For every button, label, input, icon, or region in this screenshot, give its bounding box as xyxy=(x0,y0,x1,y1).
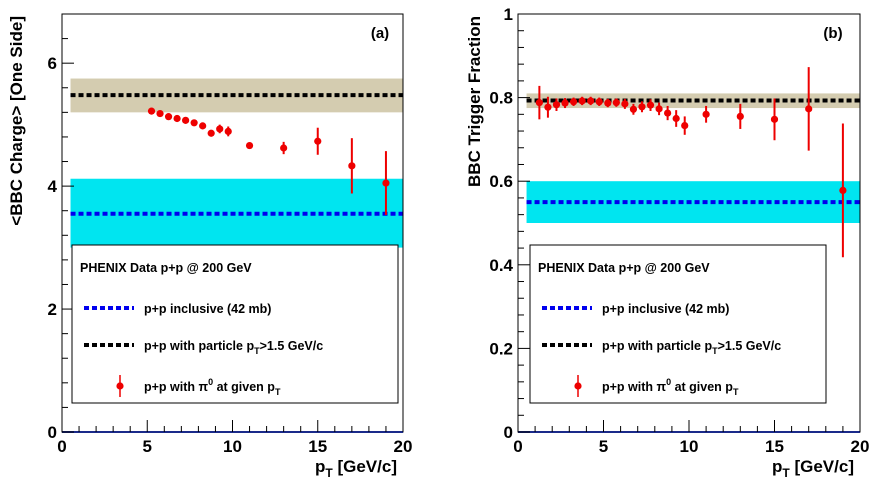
data-point xyxy=(164,113,173,121)
y-tick-label: 0 xyxy=(504,423,513,442)
data-point xyxy=(147,107,156,115)
y-tick-label: 4 xyxy=(48,177,58,196)
band-0 xyxy=(526,181,860,223)
legend-title: PHENIX Data p+p @ 200 GeV xyxy=(80,261,252,275)
y-tick-label: 0.6 xyxy=(489,172,513,191)
x-tick-label: 20 xyxy=(851,437,869,456)
x-axis-title: pT [GeV/c] xyxy=(772,457,854,480)
data-point xyxy=(561,99,569,107)
x-tick-label: 0 xyxy=(57,437,66,456)
data-point xyxy=(702,110,710,118)
legend-title: PHENIX Data p+p @ 200 GeV xyxy=(538,261,710,275)
panel-label: (a) xyxy=(371,25,389,42)
data-point xyxy=(535,99,543,107)
data-point xyxy=(224,127,232,136)
data-point xyxy=(314,137,322,145)
data-point xyxy=(245,141,254,150)
y-axis-title: BBC Trigger Fraction xyxy=(465,16,484,187)
data-point xyxy=(839,186,847,194)
data-point xyxy=(621,100,629,108)
y-tick-label: 0.2 xyxy=(489,339,513,358)
y-tick-label: 2 xyxy=(48,300,57,319)
y-tick-label: 0.4 xyxy=(489,256,513,275)
data-point xyxy=(544,103,552,111)
legend-box xyxy=(71,244,399,404)
data-point xyxy=(604,99,612,107)
y-tick-label: 1 xyxy=(504,5,513,24)
data-point xyxy=(664,109,672,117)
data-point xyxy=(207,129,215,137)
data-point xyxy=(638,103,646,111)
x-tick-label: 10 xyxy=(223,437,242,456)
y-axis-title: <BBC Charge> [One Side] xyxy=(7,16,26,226)
data-point xyxy=(348,162,356,170)
panel-a: 0 5 10 15 20 0 2 4 6 pT [GeV/c] <BBC Charge> [One … xyxy=(7,13,413,480)
x-axis-title: pT [GeV/c] xyxy=(315,457,397,480)
x-tick-label: 20 xyxy=(394,437,413,456)
legend-entry-text: p+p with π0 at given pT xyxy=(602,377,739,397)
data-point xyxy=(587,97,595,105)
data-point xyxy=(672,114,680,123)
legend-box xyxy=(529,244,827,404)
band-1 xyxy=(70,78,404,113)
data-point xyxy=(182,116,190,124)
data-point xyxy=(595,98,603,106)
x-tick-label: 0 xyxy=(513,437,522,456)
data-point xyxy=(655,105,663,113)
data-point xyxy=(190,119,198,127)
data-point xyxy=(612,99,620,107)
data-point xyxy=(770,115,779,123)
y-tick-label: 0 xyxy=(48,423,57,442)
panel-b: 0 5 10 15 20 0 0.2 0.4 0.6 0.8 1 pT [GeV/c] BBC Trig… xyxy=(465,5,869,480)
data-point xyxy=(216,125,224,133)
x-tick-label: 5 xyxy=(599,437,608,456)
x-tick-label: 15 xyxy=(308,437,327,456)
x-tick-label: 15 xyxy=(765,437,784,456)
band-0 xyxy=(70,178,404,248)
data-point xyxy=(382,179,390,187)
y-tick-label: 0.8 xyxy=(489,89,513,108)
legend-entry-text: p+p with π0 at given pT xyxy=(144,377,281,397)
panel-label: (b) xyxy=(823,25,842,42)
data-point xyxy=(173,114,181,123)
legend-entry-text: p+p inclusive (42 mb) xyxy=(144,302,271,316)
data-point xyxy=(552,101,561,109)
legend-symbol-marker xyxy=(116,382,124,390)
data-point xyxy=(681,122,689,130)
y-tick-label: 6 xyxy=(48,54,57,73)
data-point xyxy=(578,97,586,105)
x-tick-label: 10 xyxy=(680,437,699,456)
data-point xyxy=(646,101,655,109)
legend-entry-text: p+p with particle pT>1.5 GeV/c xyxy=(144,339,323,356)
legend-symbol-marker xyxy=(574,382,582,390)
data-point xyxy=(629,105,638,113)
legend-entry-text: p+p inclusive (42 mb) xyxy=(602,302,729,316)
x-tick-label: 5 xyxy=(143,437,152,456)
data-point xyxy=(280,144,288,152)
data-point xyxy=(736,112,744,121)
data-point xyxy=(199,122,207,130)
data-point xyxy=(156,109,164,118)
legend-entry-text: p+p with particle pT>1.5 GeV/c xyxy=(602,339,781,356)
data-point xyxy=(805,105,813,113)
data-point xyxy=(569,98,578,106)
